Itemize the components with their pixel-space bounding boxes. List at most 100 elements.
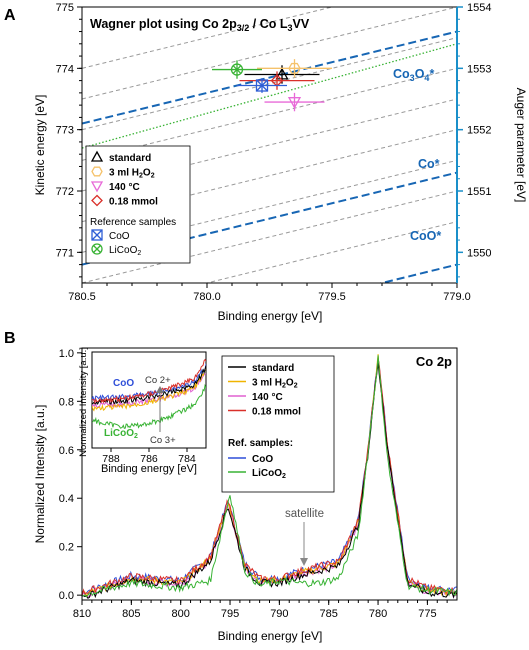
wagner-x-ticks: 780.5 780.0 779.5 779.0 [68, 283, 471, 303]
spectrum-legend: standard 3 ml H2O2 140 °C 0.18 mmol Ref. sa… [221, 355, 335, 493]
legend-marker [91, 243, 103, 255]
inset-x-label: Binding energy [eV] [101, 463, 197, 475]
inset-label-licoo2: LiCoO2 [104, 428, 138, 440]
ref-label-co: Co* [418, 157, 440, 171]
legend-entry-label: CoO [252, 454, 273, 465]
legend-entry-label: 0.18 mmol [252, 407, 301, 418]
legend-ref-title: Reference samples [90, 217, 176, 228]
inset-chart: CoO LiCoO2 Co 2+ Co 3+ 788 786 784 Binding… [78, 347, 207, 475]
legend-group-reference: CoO LiCoO2 [91, 229, 141, 257]
x-tick-label: 775 [418, 608, 436, 620]
legend-entry-label: standard [109, 153, 151, 164]
wagner-y-label: Kinetic energy [eV] [33, 95, 47, 196]
inset-spectrum-line [92, 365, 206, 406]
spectrum-legend-entries: standard 3 ml H2O2 140 °C 0.18 mmol [228, 363, 301, 418]
spectrum-y-label: Normalized Intensity [a.u.] [33, 405, 47, 544]
data-marker [230, 63, 244, 76]
spectrum-y-ticks: 0.0 0.2 0.4 0.6 0.8 1.0 [59, 348, 82, 602]
x-tick-label: 810 [73, 608, 91, 620]
wagner-y-ticks: 771 772 773 774 775 [56, 2, 82, 278]
x-tick-label: 800 [172, 608, 190, 620]
spectrum-title: Co 2p [416, 354, 452, 369]
legend-entry-label: standard [252, 363, 294, 374]
legend-box [85, 145, 191, 264]
legend-entry-label: LiCoO2 [109, 245, 141, 257]
iso-auger-line [82, 190, 457, 283]
licoo2-line [82, 43, 457, 149]
panel-b-label: B [4, 330, 16, 347]
inset-x-tick-label: 784 [178, 453, 196, 465]
x-tick-label: 795 [221, 608, 239, 620]
y2-tick-label: 1550 [467, 247, 491, 259]
legend-marker [90, 181, 104, 193]
y-tick-label: 0.2 [59, 542, 74, 554]
legend-group-samples: standard 3 ml H2O2 140 °C 0.18 mmol [90, 150, 158, 208]
data-marker [255, 79, 269, 92]
y-tick-label: 772 [56, 186, 74, 198]
inset-label-co2plus: Co 2+ [145, 375, 171, 386]
y2-tick-label: 1553 [467, 63, 491, 75]
x-tick-label: 780.5 [68, 291, 96, 303]
y-tick-label: 0.6 [59, 445, 74, 457]
x-tick-label: 779.0 [443, 291, 471, 303]
iso-auger-line [82, 37, 457, 131]
inset-spectra [92, 358, 206, 429]
data-point [257, 59, 332, 78]
data-point [212, 60, 262, 79]
x-tick-label: 780.0 [193, 291, 221, 303]
y2-tick-label: 1551 [467, 186, 491, 198]
y-tick-label: 0.8 [59, 396, 74, 408]
wagner-plot-title: Wagner plot using Co 2p3/2 / Co L3VV [90, 17, 310, 33]
data-marker [288, 62, 301, 74]
reference-line [82, 30, 457, 125]
legend-entry-label: 140 °C [252, 392, 283, 403]
inset-spectrum-line [92, 383, 206, 429]
y2-tick-label: 1554 [467, 2, 491, 14]
satellite-annotation: satellite [285, 508, 324, 520]
spectrum-legend-ref-entries: CoO LiCoO2 [228, 454, 286, 480]
data-point [264, 92, 325, 112]
spectrum-legend-ref-title: Ref. samples: [228, 438, 293, 449]
iso-auger-line [82, 67, 457, 161]
inset-x-ticks: 788 786 784 [102, 448, 196, 465]
legend-entry-label: LiCoO2 [252, 468, 286, 480]
y-tick-label: 774 [56, 63, 74, 75]
data-marker [275, 67, 289, 80]
wagner-y2-ticks: 1550 1551 1552 1553 1554 [457, 2, 491, 278]
inset-x-tick-label: 788 [102, 453, 120, 465]
spectrum-line [82, 355, 457, 598]
y-tick-label: 0.4 [59, 493, 74, 505]
panel-a-label: A [4, 7, 16, 24]
inset-label-coo: CoO [113, 378, 134, 389]
iso-auger-line [82, 7, 335, 69]
y-tick-label: 1.0 [59, 348, 74, 360]
x-tick-label: 779.5 [318, 291, 346, 303]
data-point [237, 78, 287, 93]
x-tick-label: 780 [369, 608, 387, 620]
y-tick-label: 773 [56, 125, 74, 137]
inset-y-label: Normalized Intensity [a.u.] [78, 347, 89, 457]
ref-label-co3o4: Co3O4* [393, 67, 434, 83]
panel-b: B Co 2p satellite standard 3 ml H2O2 140 °… [4, 330, 458, 643]
spectrum-line [82, 358, 457, 597]
spectrum-x-ticks: 810 805 800 795 790 785 780 775 [73, 600, 448, 620]
ref-label-coo: CoO* [410, 229, 441, 243]
legend-entry-label: 3 ml H2O2 [252, 378, 298, 390]
spectrum-legend-box [221, 355, 335, 493]
legend-entry-label: 140 °C [109, 182, 140, 193]
x-tick-label: 790 [270, 608, 288, 620]
inset-label-co3plus: Co 3+ [150, 435, 176, 446]
inset-spectrum-line [92, 358, 206, 405]
x-tick-label: 785 [320, 608, 338, 620]
inset-plot-area [92, 358, 206, 429]
x-tick-label: 805 [122, 608, 140, 620]
y2-tick-label: 1552 [467, 125, 491, 137]
spectrum-line [82, 363, 457, 599]
satellite-arrowhead [300, 558, 308, 566]
spectra [82, 354, 457, 599]
inset-x-tick-label: 786 [140, 453, 158, 465]
panel-a: A Wagner plot using Co 2p3/2 / Co L3VV C… [4, 2, 528, 323]
legend-entry-label: 3 ml H2O2 [109, 168, 155, 180]
iso-auger-line [82, 7, 457, 100]
